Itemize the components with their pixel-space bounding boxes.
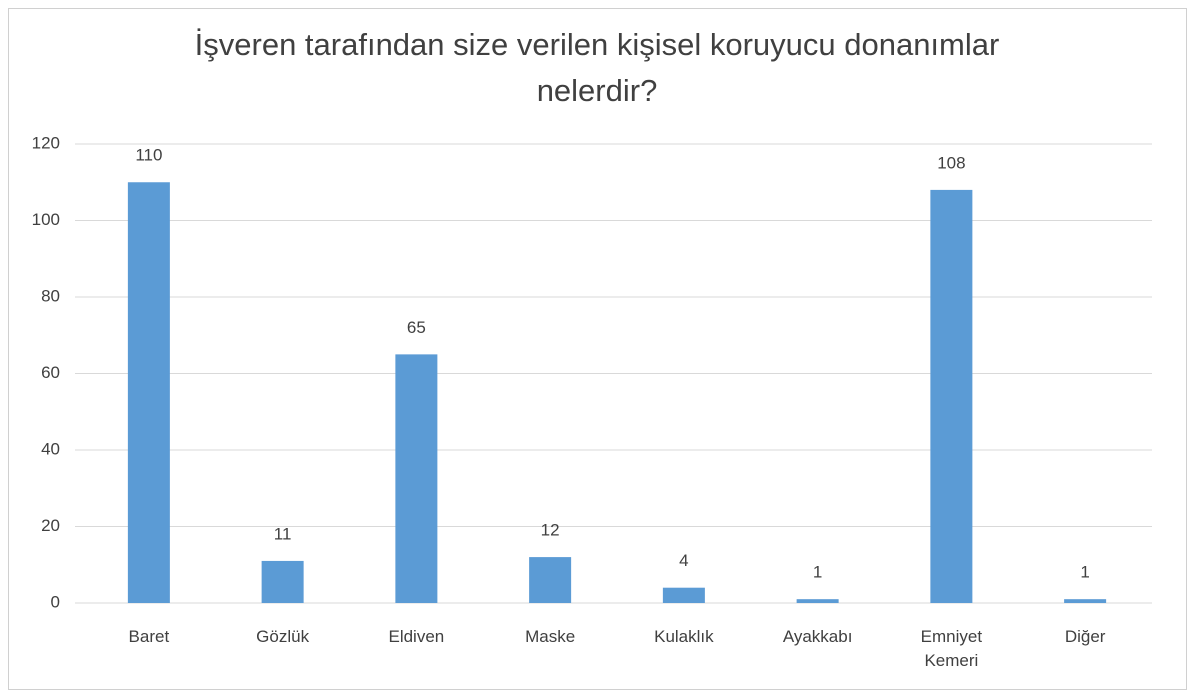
bar	[395, 354, 438, 603]
y-tick-label: 120	[32, 133, 60, 152]
x-tick-label: Ayakkabı	[782, 627, 853, 646]
bar	[930, 189, 973, 603]
chart-title: İşveren tarafından size verilen kişisel …	[194, 27, 1000, 108]
value-label: 4	[679, 551, 688, 570]
bar	[261, 560, 304, 603]
value-label: 11	[274, 524, 292, 543]
y-tick-label: 60	[41, 363, 60, 382]
x-tick-label: Eldiven	[388, 627, 445, 646]
x-tick-label: Gözlük	[256, 627, 310, 646]
x-tick-label: Emniyet Kemeri	[920, 627, 983, 670]
y-tick-label: 40	[41, 439, 60, 458]
value-label: 108	[937, 153, 965, 172]
value-label: 110	[135, 146, 162, 165]
x-tick-label: Baret	[128, 627, 170, 646]
chart-border	[8, 8, 1187, 690]
bar	[1064, 599, 1107, 603]
bar	[127, 182, 170, 603]
x-tick-label: Diğer	[1064, 627, 1106, 646]
y-tick-label: 100	[32, 210, 60, 229]
y-tick-label: 20	[41, 516, 60, 535]
value-label: 1	[813, 563, 822, 582]
y-tick-label: 0	[51, 592, 60, 611]
y-tick-label: 80	[41, 286, 60, 305]
bar	[796, 599, 839, 603]
bar	[662, 587, 705, 603]
x-tick-label: Kulaklık	[654, 627, 714, 646]
value-label: 65	[407, 318, 426, 337]
value-label: 12	[541, 521, 560, 540]
x-tick-label: Maske	[525, 627, 576, 646]
bar	[529, 557, 572, 603]
value-label: 1	[1080, 563, 1089, 582]
